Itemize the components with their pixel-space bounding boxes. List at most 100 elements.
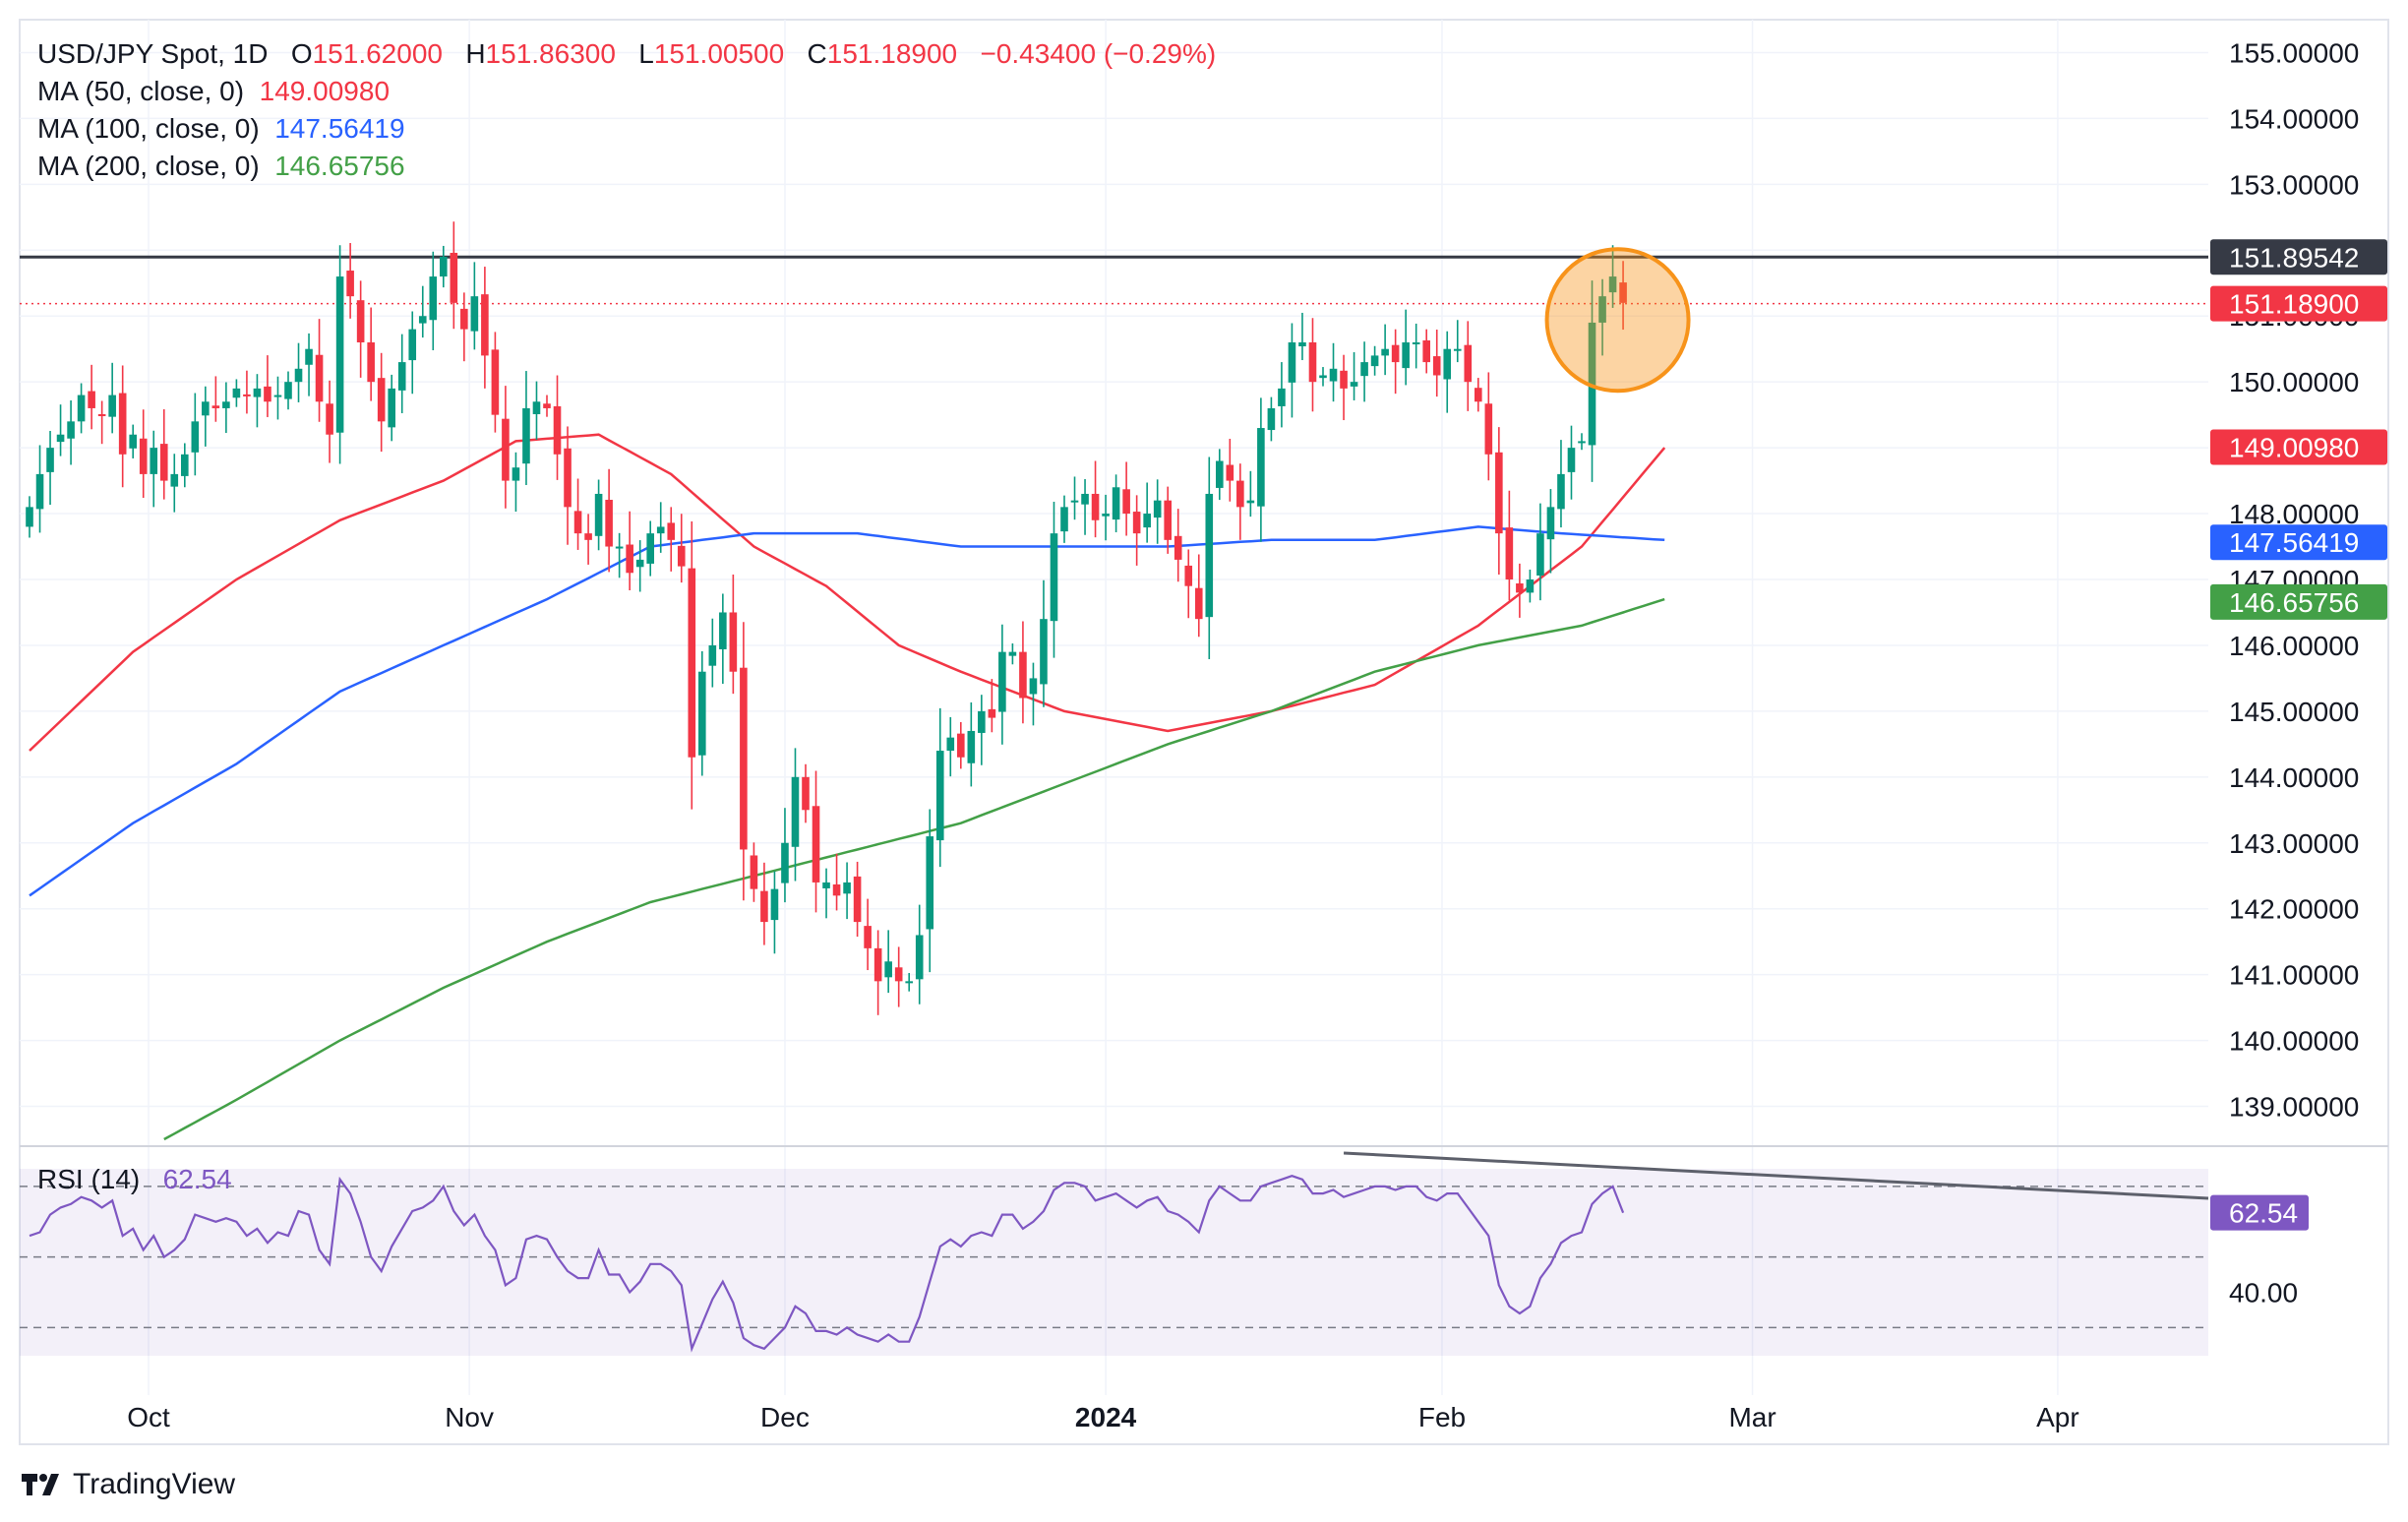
candle-body xyxy=(1236,480,1244,508)
candle-body xyxy=(1112,487,1120,520)
candle-body xyxy=(988,708,996,718)
candle-body xyxy=(1164,500,1172,540)
candle-body xyxy=(1402,342,1410,369)
candle-body xyxy=(159,444,168,481)
ma200-row[interactable]: MA (200, close, 0) 146.65756 xyxy=(37,148,1216,185)
low-label: L xyxy=(638,38,654,69)
candle-body xyxy=(1350,382,1358,387)
price-tick-label: 142.00000 xyxy=(2229,894,2359,925)
price-tag-label: 146.65756 xyxy=(2229,587,2359,618)
candle-body xyxy=(243,394,251,396)
candle-body xyxy=(1153,500,1162,518)
price-tick-label: 143.00000 xyxy=(2229,828,2359,859)
candle-body xyxy=(698,671,706,756)
candle-body xyxy=(1484,403,1493,455)
tradingview-logo[interactable]: TradingView xyxy=(22,1468,235,1501)
candle-body xyxy=(584,533,592,540)
high-label: H xyxy=(465,38,486,69)
ma100-row[interactable]: MA (100, close, 0) 147.56419 xyxy=(37,110,1216,148)
price-tick-label: 154.00000 xyxy=(2229,103,2359,134)
price-tag-label: 147.56419 xyxy=(2229,527,2359,558)
candle-body xyxy=(1060,507,1068,532)
candle-body xyxy=(1122,489,1130,515)
candle-body xyxy=(873,947,882,982)
rsi-legend[interactable]: RSI (14) 62.54 xyxy=(37,1161,232,1198)
candle-body xyxy=(408,329,417,361)
candle-body xyxy=(512,467,520,481)
candle-body xyxy=(418,316,427,324)
open-label: O xyxy=(290,38,313,69)
price-tick-label: 148.00000 xyxy=(2229,499,2359,529)
candle-body xyxy=(470,296,479,332)
candle-body xyxy=(978,710,986,733)
candle-body xyxy=(1412,342,1420,345)
candle-body xyxy=(450,252,458,303)
candle-body xyxy=(315,354,324,402)
candle-body xyxy=(118,393,127,455)
candle-body xyxy=(1205,493,1214,618)
rsi-tag xyxy=(2210,1194,2309,1231)
candle-body xyxy=(708,644,717,666)
candle-body xyxy=(1381,348,1389,356)
candle-body xyxy=(1081,493,1089,505)
candle-body xyxy=(1464,344,1473,383)
candle-body xyxy=(1516,583,1524,593)
candle-body xyxy=(202,401,210,416)
candle-body xyxy=(1598,296,1606,323)
candle-body xyxy=(750,855,758,889)
candle-body xyxy=(635,559,644,568)
candle-body xyxy=(760,890,768,923)
candle-body xyxy=(440,256,448,277)
open-value: 151.62000 xyxy=(312,38,443,69)
candle-body xyxy=(1329,368,1338,382)
highlight-group xyxy=(1544,247,1691,394)
candle-body xyxy=(1267,407,1276,431)
symbol-row: USD/JPY Spot, 1D O151.62000 H151.86300 L… xyxy=(37,35,1216,73)
candle-body xyxy=(998,651,1006,712)
candle-body xyxy=(1194,587,1203,620)
candle-body xyxy=(864,926,872,948)
low-value: 151.00500 xyxy=(653,38,785,69)
ma50-label: MA (50, close, 0) xyxy=(37,76,245,106)
candle-body xyxy=(1288,342,1296,383)
highlight-circle xyxy=(1544,247,1691,394)
rsi-plot xyxy=(29,1151,2209,1353)
candle-body xyxy=(1246,500,1255,504)
ma-line xyxy=(163,597,1665,1141)
candle-body xyxy=(822,882,830,888)
price-tag-label: 149.00980 xyxy=(2229,432,2359,462)
price-tag-label: 151.18900 xyxy=(2229,289,2359,320)
candle-body xyxy=(656,526,665,534)
candle-body xyxy=(1546,507,1555,540)
candle-body xyxy=(491,349,500,415)
candle-body xyxy=(740,667,748,850)
price-axis: 139.00000 140.00000 141.00000 142.00000 143.… xyxy=(2229,37,2359,1308)
candle-body xyxy=(397,362,406,391)
candle-body xyxy=(1453,348,1462,351)
candle-body xyxy=(1102,514,1110,517)
price-tag xyxy=(2210,285,2387,322)
candle-body xyxy=(326,403,333,435)
candle-body xyxy=(615,546,624,549)
rsi-tick-label: 40.00 xyxy=(2229,1277,2298,1308)
price-tag xyxy=(2210,583,2387,620)
candle-body xyxy=(1029,678,1038,695)
candle-body xyxy=(1505,527,1514,579)
candle-body xyxy=(222,401,230,408)
candle-body xyxy=(770,888,779,921)
ma50-row[interactable]: MA (50, close, 0) 149.00980 xyxy=(37,73,1216,110)
candle-body xyxy=(1526,579,1535,593)
rsi-legend-value: 62.54 xyxy=(162,1164,232,1194)
candle-body xyxy=(26,507,33,527)
candle-body xyxy=(1257,428,1265,507)
candle-body xyxy=(88,391,95,408)
candle-body xyxy=(129,434,137,449)
change-value: −0.43400 (−0.29%) xyxy=(980,38,1217,69)
ma-line xyxy=(29,525,1665,897)
candle-body xyxy=(605,500,613,547)
resistance-line-group xyxy=(20,255,2208,305)
candle-body xyxy=(388,388,395,428)
high-value: 151.86300 xyxy=(485,38,616,69)
tradingview-logo-icon xyxy=(22,1474,59,1495)
